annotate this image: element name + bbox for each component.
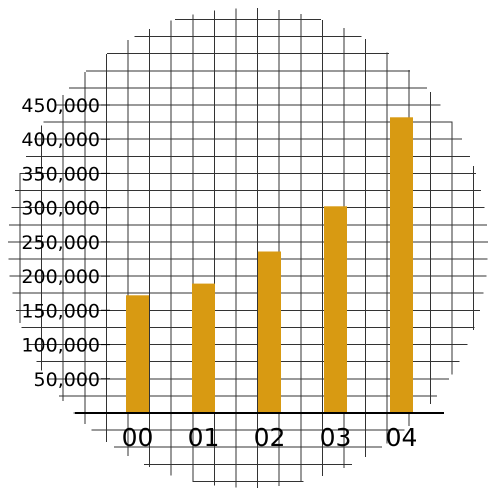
x-tick-label-02: 02 [254,423,286,452]
y-tick-label: 450,000 [21,95,100,117]
tick-labels: 50,000 100,000 150,000 200,000 250,000 300,00… [21,95,417,452]
y-tick-label: 100,000 [21,335,100,357]
axes [75,104,444,414]
y-tick-label: 250,000 [21,232,100,254]
x-tick-label-03: 03 [320,423,352,452]
y-tick-label: 300,000 [21,198,100,220]
x-tick-label-04: 04 [386,423,418,452]
y-tick-label: 150,000 [21,300,100,322]
bar-00 [126,295,149,413]
bar-01 [192,283,215,413]
x-tick-label-01: 01 [188,423,220,452]
y-tick-label: 400,000 [21,129,100,151]
y-tick-label: 50,000 [34,369,100,391]
x-tick-label-00: 00 [122,423,154,452]
bars [126,117,413,414]
bar-04 [390,117,413,414]
y-tick-label: 200,000 [21,266,100,288]
bar-03 [324,206,347,413]
bar-02 [258,251,281,413]
y-tick-label: 350,000 [21,163,100,185]
